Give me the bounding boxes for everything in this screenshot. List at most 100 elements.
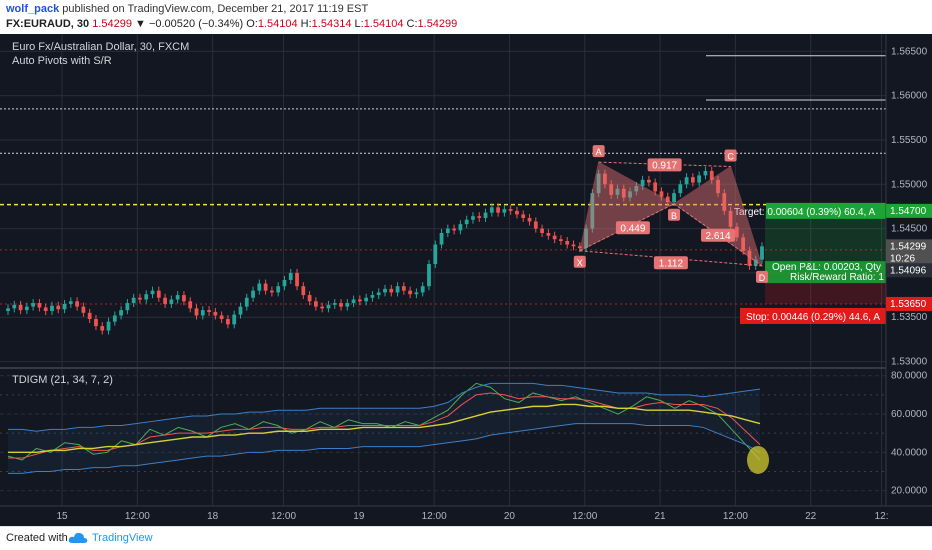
pattern-ratio-badge bbox=[647, 158, 682, 172]
candle-body bbox=[471, 216, 475, 220]
candle-body bbox=[433, 244, 438, 265]
candle-body bbox=[175, 295, 180, 300]
candle-body bbox=[665, 196, 670, 202]
harmonic-pattern[interactable]: X A B C D 0.917 0.449 2.614 1.112 bbox=[573, 145, 768, 283]
candle-body bbox=[672, 193, 676, 202]
tradingview-cloud-icon bbox=[68, 532, 88, 543]
candle-body bbox=[427, 264, 431, 287]
pattern-ratio-label: 1.112 bbox=[659, 258, 684, 269]
ohlc-high-label: H: bbox=[300, 18, 312, 30]
candle-body bbox=[722, 193, 727, 211]
indicator-series-line bbox=[8, 403, 761, 454]
indicator-label: Auto Pivots with S/R bbox=[12, 55, 112, 67]
time-axis-labels[interactable]: 15 12:00 18 12:00 19 12:00 20 12:00 21 12:00 22 12: bbox=[56, 511, 888, 522]
ohlc-open-value: 1.54104 bbox=[257, 18, 298, 30]
candle-body bbox=[640, 179, 645, 187]
time-tick-label: 18 bbox=[207, 511, 219, 522]
price-tag-label: 1.54299 bbox=[890, 241, 927, 252]
candle-body bbox=[559, 239, 563, 242]
target-label-box bbox=[766, 202, 886, 219]
indicator-axis-labels: 80.0000 60.0000 40.0000 20.0000 bbox=[891, 371, 928, 497]
pattern-point-badge bbox=[756, 270, 768, 283]
stop-label-box bbox=[740, 307, 886, 324]
trading-chart[interactable]: Target: 0.00604 (0.39%) 60.4, A Open P&L:… bbox=[0, 34, 932, 526]
price-tick-label: 1.53000 bbox=[891, 357, 928, 368]
chart-titles: Euro Fx/Australian Dollar, 30, FXCM Auto… bbox=[12, 41, 189, 386]
stop-label: Stop: 0.00446 (0.29%) 44.6, A bbox=[746, 312, 880, 323]
candle-body bbox=[753, 259, 758, 266]
time-tick-label: 12:00 bbox=[271, 511, 296, 522]
published-text: published on TradingView.com, December 2… bbox=[62, 3, 369, 15]
time-tick-label: 22 bbox=[805, 511, 817, 522]
candle-body bbox=[445, 228, 450, 234]
candle-body bbox=[458, 224, 463, 231]
candle-body bbox=[590, 193, 595, 229]
time-tick-label: 12:00 bbox=[422, 511, 447, 522]
pattern-ratio-line bbox=[673, 203, 763, 267]
candle-body bbox=[709, 170, 714, 180]
candle-body bbox=[12, 304, 17, 309]
candle-body bbox=[747, 250, 752, 266]
price-tag-label: 1.53650 bbox=[890, 299, 927, 310]
candle-body bbox=[37, 303, 42, 308]
price-tag-label: 1.54096 bbox=[890, 265, 927, 276]
candle-body bbox=[200, 310, 205, 316]
price-tick-label: 1.56000 bbox=[891, 91, 928, 102]
time-tick-label: 12: bbox=[875, 511, 889, 522]
candle-body bbox=[420, 286, 425, 293]
time-tick-label: 20 bbox=[504, 511, 516, 522]
candle-body bbox=[364, 297, 369, 302]
candle-body bbox=[351, 299, 356, 304]
open-pnl-label: Open P&L: 0.00203, Qty bbox=[772, 262, 881, 273]
candle-body bbox=[653, 182, 658, 192]
candle-body bbox=[345, 303, 350, 307]
indicator-tick-label: 60.0000 bbox=[891, 409, 928, 420]
candle-body bbox=[182, 295, 186, 302]
candle-body bbox=[703, 170, 708, 176]
candle-body bbox=[647, 179, 651, 183]
candle-body bbox=[659, 191, 664, 197]
candle-body bbox=[94, 319, 98, 327]
candle-body bbox=[464, 219, 469, 225]
candle-body bbox=[138, 297, 142, 300]
pattern-point-label: A bbox=[596, 147, 602, 157]
candle-body bbox=[276, 286, 281, 293]
tradingview-brand-link[interactable]: TradingView bbox=[92, 532, 153, 544]
time-tick-label: 12:00 bbox=[125, 511, 150, 522]
price-tick-label: 1.56500 bbox=[891, 46, 928, 57]
candle-body bbox=[389, 288, 394, 293]
candle-body bbox=[125, 303, 130, 311]
candle-body bbox=[232, 314, 237, 325]
candle-body bbox=[728, 210, 733, 227]
ohlc-low-label: L: bbox=[354, 18, 364, 30]
candle-body bbox=[313, 301, 318, 307]
candle-body bbox=[87, 312, 92, 320]
position-tool[interactable]: Target: 0.00604 (0.39%) 60.4, A Open P&L:… bbox=[734, 202, 886, 324]
candle-body bbox=[395, 286, 400, 293]
candle-body bbox=[414, 292, 419, 295]
candle-body bbox=[408, 290, 413, 295]
publication-header: wolf_pack published on TradingView.com, … bbox=[0, 0, 932, 34]
candle-body bbox=[546, 233, 551, 236]
candle-body bbox=[332, 303, 337, 305]
candle-body bbox=[270, 290, 274, 293]
candle-body bbox=[502, 209, 507, 213]
price-axis[interactable] bbox=[886, 34, 932, 526]
candle-body bbox=[628, 191, 632, 198]
candle-body bbox=[577, 246, 582, 249]
published-line: wolf_pack published on TradingView.com, … bbox=[6, 3, 368, 15]
author-link[interactable]: wolf_pack bbox=[6, 3, 60, 15]
pattern-point-badge bbox=[592, 145, 605, 158]
time-tick-label: 21 bbox=[655, 511, 667, 522]
price-tag-box bbox=[886, 296, 932, 311]
candle-body bbox=[678, 184, 683, 194]
ohlc-close-label: C: bbox=[406, 18, 418, 30]
indicator-series-line bbox=[8, 423, 761, 474]
candle-body bbox=[320, 306, 325, 309]
pattern-point-badge bbox=[724, 149, 737, 162]
tdigm-indicator bbox=[7, 382, 769, 474]
candlestick-series bbox=[6, 166, 764, 335]
candle-body bbox=[288, 272, 293, 281]
created-with-text: Created with bbox=[6, 532, 68, 544]
candle-body bbox=[521, 214, 526, 218]
